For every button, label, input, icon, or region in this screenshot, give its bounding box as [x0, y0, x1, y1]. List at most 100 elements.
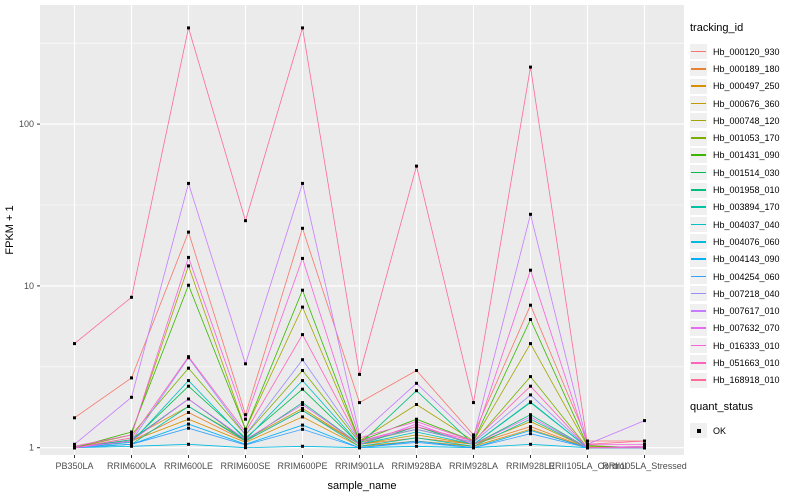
legend-entry-label: Hb_016333_010	[713, 340, 780, 351]
legend-entry-label: Hb_007617_010	[713, 306, 780, 317]
x-axis-title: sample_name	[327, 480, 396, 492]
data-point	[244, 362, 247, 366]
data-point	[187, 26, 190, 30]
data-point	[529, 420, 532, 424]
x-tick-label: RRIM600LE	[164, 461, 213, 471]
x-tick-label: RRIM600PE	[277, 461, 327, 471]
data-point	[529, 375, 532, 379]
data-point	[73, 416, 76, 420]
quant-status-ok-marker-icon	[690, 423, 707, 439]
legend-entry-label: Hb_004037_040	[713, 219, 780, 230]
data-point	[415, 440, 418, 444]
data-point	[472, 436, 475, 440]
data-point	[415, 417, 418, 421]
y-tick-label: 10	[24, 281, 34, 291]
data-point	[358, 372, 361, 376]
data-point	[358, 401, 361, 405]
data-point	[301, 333, 304, 337]
data-point	[130, 295, 133, 299]
panel-background	[40, 5, 684, 455]
legend-entry-label: Hb_004254_060	[713, 271, 780, 282]
data-point	[244, 417, 247, 421]
legend-key-line	[691, 171, 706, 174]
x-tick-label: RRIM600LA	[107, 461, 156, 471]
legend-key-line	[691, 240, 706, 243]
legend-key-icon	[690, 113, 707, 129]
x-tick-label: RRII105LA_Stressed	[602, 461, 687, 471]
legend-entry-label: Hb_004143_090	[713, 254, 780, 265]
legend-entry-label: Hb_168918_010	[713, 375, 780, 386]
legend-key-icon	[690, 303, 707, 319]
data-point	[529, 318, 532, 321]
data-point	[301, 423, 304, 427]
legend-key-icon	[690, 78, 707, 94]
data-point	[187, 230, 190, 234]
data-point	[187, 417, 190, 421]
data-point	[187, 442, 190, 446]
data-point	[358, 439, 361, 443]
legend-title-quant-status: quant_status	[690, 400, 753, 413]
legend-key-icon	[690, 269, 707, 284]
data-point	[529, 442, 532, 446]
legend-entry-Hb_004037_040: Hb_004037_040	[690, 216, 798, 233]
data-point	[301, 406, 304, 410]
data-point	[301, 181, 304, 185]
legend-entry-Hb_000189_180: Hb_000189_180	[690, 60, 798, 77]
legend-entry-Hb_004076_060: Hb_004076_060	[690, 233, 798, 250]
legend-key-icon	[690, 217, 707, 233]
data-point	[244, 413, 247, 417]
data-point	[301, 427, 304, 431]
data-point	[358, 446, 361, 450]
legend-key-line	[691, 361, 706, 364]
legend-entry-Hb_000497_250: Hb_000497_250	[690, 78, 798, 95]
data-point	[244, 443, 247, 447]
data-point	[187, 181, 190, 185]
data-point	[301, 226, 304, 230]
data-point	[130, 444, 133, 448]
x-tick-label: RRIM901LA	[335, 461, 384, 471]
data-point	[301, 379, 304, 383]
legend-key-line	[691, 85, 706, 87]
legend-entry-Hb_001514_030: Hb_001514_030	[690, 164, 798, 181]
legend-key-line	[691, 292, 706, 295]
data-point	[244, 219, 247, 223]
legend-key-line	[691, 154, 706, 157]
legend-entry-label: OK	[713, 425, 727, 436]
data-point	[415, 433, 418, 437]
data-point	[358, 433, 361, 437]
data-point	[301, 403, 304, 406]
data-point	[187, 422, 190, 426]
legend-entry-Hb_168918_010: Hb_168918_010	[690, 372, 798, 389]
data-point	[187, 411, 190, 414]
data-point	[130, 430, 133, 434]
legend-key-icon	[690, 251, 707, 267]
data-point	[301, 288, 304, 292]
data-point	[472, 442, 475, 446]
x-tick-label: RRII105LA_Control	[548, 461, 626, 471]
legend-entry-label: Hb_004076_060	[713, 236, 780, 247]
legend-entry-label: Hb_001958_010	[713, 185, 780, 196]
data-point	[415, 369, 418, 372]
data-point	[187, 355, 190, 359]
data-point	[529, 384, 532, 388]
legend-key-icon	[690, 130, 707, 146]
x-tick-label: PB350LA	[55, 461, 93, 471]
legend-key-icon	[690, 182, 707, 198]
x-tick-label: RRIM600SE	[220, 461, 270, 471]
plot-area: 1 10 100 PB350LA RRIM600LA RRIM600LE RRIM600SE…	[4, 5, 687, 492]
data-point	[301, 369, 304, 372]
data-point	[529, 303, 532, 307]
legend-entry-label: Hb_051663_010	[713, 357, 780, 368]
data-point	[244, 433, 247, 437]
legend-key-line	[691, 206, 706, 208]
data-point	[301, 26, 304, 30]
data-point	[643, 446, 646, 450]
data-point	[415, 381, 418, 385]
data-point	[301, 358, 304, 362]
data-point	[415, 403, 418, 406]
data-point	[415, 444, 418, 448]
data-point	[301, 444, 304, 448]
legend-entry-label: Hb_000676_360	[713, 98, 780, 109]
data-point	[529, 393, 532, 397]
